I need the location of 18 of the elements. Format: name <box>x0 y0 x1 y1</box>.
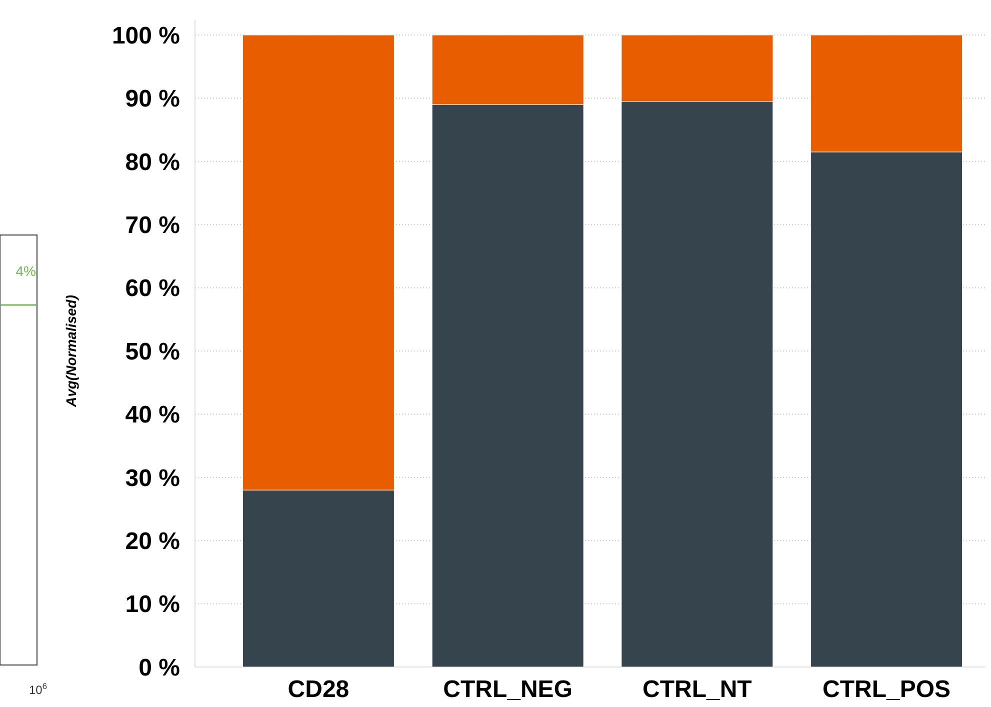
text: 4% <box>16 263 36 279</box>
y-tick-label: 20 % <box>125 528 180 555</box>
x-tick-label: CTRL_NT <box>642 676 752 703</box>
y-tick-label: 40 % <box>125 402 180 429</box>
y-tick-label: 70 % <box>125 212 180 239</box>
text: 10$^{6}$ <box>28 681 48 697</box>
y-axis-title: Avg(Normalised) <box>63 294 79 408</box>
y-tick-label: 0 % <box>138 654 180 682</box>
x-tick-label: CD28 <box>288 676 350 703</box>
y-tick-label: 90 % <box>125 86 180 113</box>
x-tick-label: CTRL_NEG <box>443 676 572 703</box>
y-tick-label: 100 % <box>112 22 180 50</box>
x-tick-label: CTRL_POS <box>822 676 951 703</box>
y-tick-label: 30 % <box>125 464 180 492</box>
y-tick-label: 60 % <box>125 275 180 302</box>
y-tick-label: 10 % <box>125 591 180 618</box>
y-tick-label: 50 % <box>125 338 180 366</box>
y-tick-label: 80 % <box>125 148 180 176</box>
